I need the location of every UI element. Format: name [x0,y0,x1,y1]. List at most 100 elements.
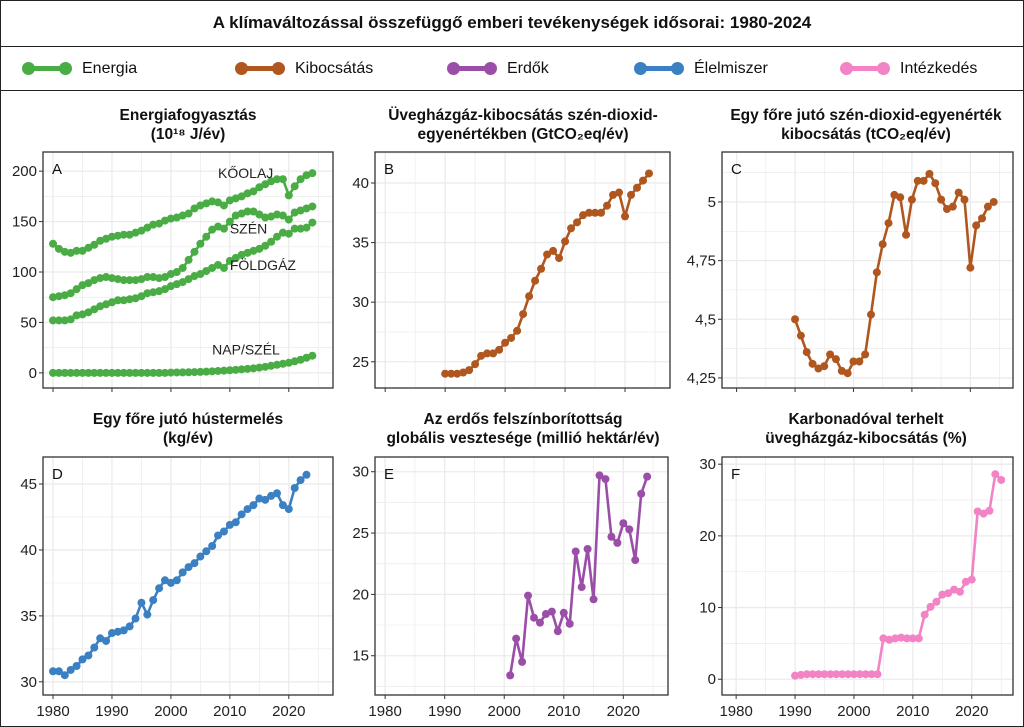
data-point [796,331,805,340]
data-point [225,366,234,375]
data-point [302,470,311,479]
data-point [49,667,58,676]
data-point [119,368,128,377]
legend-swatch-icon [447,59,497,79]
data-point [273,232,282,241]
data-point [84,308,93,317]
data-point [184,275,193,284]
data-point [178,568,187,577]
data-point [607,532,616,541]
data-point [937,195,946,204]
data-point [172,368,181,377]
data-point [72,661,81,670]
data-point [926,602,935,611]
data-point [214,260,223,269]
data-point [190,204,199,213]
data-point [519,310,528,319]
data-point [583,545,592,554]
data-point [273,210,282,219]
panel-letter: E [384,466,394,483]
data-point [119,296,128,305]
series-label: KŐOLAJ [218,165,273,181]
panel-title: üvegházgáz-kibocsátás (%) [765,430,967,447]
data-point [955,587,964,596]
panel-letter: F [731,466,740,483]
panel-title: kibocsátás (tCO₂eq/év) [781,126,951,143]
data-point [84,651,93,660]
panel-a: Energiafogyasztás (10¹⁸ J/év) 0 50 100 150 200… [12,107,334,392]
data-point [49,239,58,248]
data-point [78,368,87,377]
data-point [902,230,911,239]
data-point [477,351,486,360]
data-point [54,667,63,676]
x-tick-label: 2010 [896,703,929,720]
data-point [826,350,835,359]
data-point [190,247,199,256]
x-tick-label: 1990 [428,703,461,720]
data-point [802,348,811,357]
panel-e: Az erdős felszínborítottság globális vesz… [352,411,669,720]
data-point [997,475,1006,484]
data-point [849,670,858,679]
data-point [831,355,840,364]
data-point [633,183,642,192]
x-tick-label: 2010 [213,703,246,720]
plot-background [722,457,1013,695]
data-point [184,209,193,218]
data-point [571,547,580,556]
data-point [991,470,1000,479]
data-point [471,360,480,369]
data-point [214,198,223,207]
data-point [861,670,870,679]
data-point [609,190,618,199]
y-tick-label: 25 [352,354,369,371]
data-point [107,368,116,377]
data-point [972,221,981,230]
data-point [131,368,140,377]
data-point [891,634,900,643]
data-point [897,633,906,642]
data-point [261,362,270,371]
data-point [577,583,586,592]
data-point [60,368,69,377]
data-point [137,292,146,301]
data-point [585,208,594,217]
panel-b: Üvegházgáz-kibocsátás szén-dioxid-egyené… [352,107,671,392]
data-point [231,253,240,262]
data-point [284,505,293,514]
x-tick-label: 2020 [272,703,305,720]
data-point [219,366,228,375]
data-point [861,350,870,359]
data-point [107,274,116,283]
legend-swatch-icon [634,59,684,79]
data-point [113,296,122,305]
data-point [125,368,134,377]
data-point [983,202,992,211]
data-point [90,305,99,314]
plot-background [43,152,333,388]
data-point [549,246,558,255]
data-point [459,368,468,377]
data-point [137,226,146,235]
data-point [284,229,293,238]
data-point [178,368,187,377]
data-point [601,475,610,484]
data-point [639,176,648,185]
panel-letter: B [384,161,394,178]
data-point [284,191,293,200]
data-point [849,357,858,366]
data-point [867,670,876,679]
legend-item: Energia [22,59,137,79]
data-point [184,255,193,264]
panel-title: Üvegházgáz-kibocsátás szén-dioxid- [388,107,658,124]
y-tick-label: 200 [12,163,37,180]
data-point [579,211,588,220]
y-tick-label: 150 [12,214,37,231]
data-point [225,217,234,226]
data-point [559,608,568,617]
data-point [196,552,205,561]
data-point [625,525,634,534]
data-point [531,276,540,285]
data-point [166,214,175,223]
